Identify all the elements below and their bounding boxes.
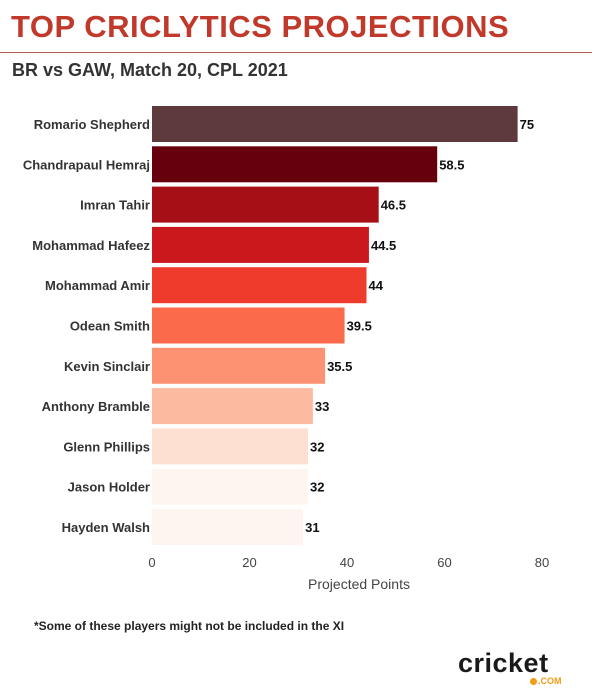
bar-10 — [152, 509, 304, 545]
bar-3 — [152, 226, 369, 263]
bar-1 — [152, 146, 438, 183]
bar-9 — [152, 468, 308, 505]
chart-subtitle: BR vs GAW, Match 20, CPL 2021 — [12, 60, 288, 80]
category-label: Mohammad Amir — [45, 278, 150, 293]
category-label: Anthony Bramble — [42, 399, 150, 414]
category-label: Odean Smith — [70, 319, 150, 334]
labels-layer: Romario Shepherd 75 Chandrapaul Hemraj 58.5… — [23, 117, 534, 535]
bar-7 — [152, 388, 313, 425]
cricket-com-logo: cricket .COM — [458, 648, 573, 688]
bar-4 — [152, 267, 367, 304]
category-label: Imran Tahir — [80, 198, 150, 213]
bars-layer — [152, 106, 518, 545]
value-label: 32 — [310, 439, 324, 454]
value-label: 58.5 — [439, 157, 464, 172]
value-label: 46.5 — [381, 198, 406, 213]
value-label: 33 — [315, 399, 329, 414]
category-label: Hayden Walsh — [62, 520, 150, 535]
x-tick-label: 40 — [340, 555, 354, 570]
bar-6 — [152, 347, 326, 384]
x-tick-label: 60 — [437, 555, 451, 570]
value-label: 32 — [310, 480, 324, 495]
logo-wordmark: cricket — [458, 648, 549, 678]
bar-chart: Romario Shepherd 75 Chandrapaul Hemraj 58.5… — [23, 106, 549, 592]
value-label: 31 — [305, 520, 319, 535]
bar-5 — [152, 307, 345, 344]
value-label: 44 — [369, 278, 384, 293]
category-label: Chandrapaul Hemraj — [23, 157, 150, 172]
bar-0 — [152, 106, 518, 142]
bar-2 — [152, 186, 379, 223]
value-label: 75 — [520, 117, 534, 132]
x-axis-title: Projected Points — [308, 576, 410, 592]
footnote: *Some of these players might not be incl… — [34, 619, 345, 633]
title-divider — [0, 52, 592, 53]
x-tick-label: 0 — [148, 555, 155, 570]
chart-title: TOP CRICLYTICS PROJECTIONS — [11, 9, 510, 44]
x-tick-label: 20 — [242, 555, 256, 570]
category-label: Kevin Sinclair — [64, 359, 150, 374]
x-tick-label: 80 — [535, 555, 549, 570]
category-label: Romario Shepherd — [34, 117, 150, 132]
logo-suffix: .COM — [538, 676, 562, 686]
logo-dot-icon — [530, 678, 537, 685]
value-label: 35.5 — [327, 359, 352, 374]
category-label: Glenn Phillips — [63, 439, 150, 454]
value-label: 44.5 — [371, 238, 396, 253]
x-axis-ticks: 0 20 40 60 80 — [148, 555, 549, 570]
value-label: 39.5 — [347, 319, 372, 334]
category-label: Jason Holder — [68, 480, 150, 495]
category-label: Mohammad Hafeez — [32, 238, 150, 253]
bar-8 — [152, 428, 308, 465]
